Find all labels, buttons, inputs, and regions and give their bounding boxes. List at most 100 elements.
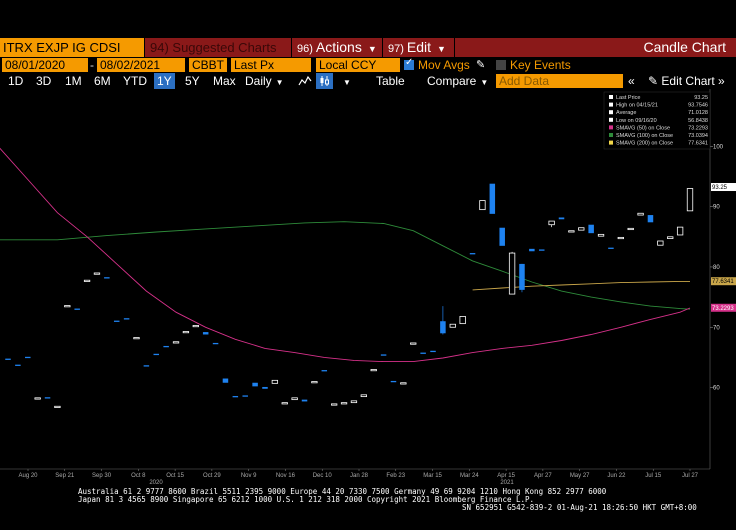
legend-value: 73.0394 bbox=[688, 133, 708, 139]
candle-body-up bbox=[410, 342, 417, 345]
candle-body-down bbox=[489, 183, 496, 214]
edit-chart-button[interactable]: ✎ Edit Chart bbox=[648, 73, 715, 89]
date-separator: - bbox=[90, 58, 94, 72]
expand-icon[interactable]: » bbox=[718, 74, 725, 88]
candle-body-up bbox=[133, 337, 140, 340]
chart-area[interactable]: 60 70 80 90 100 Aug 20 Sep 21 Sep 30 Oct 8 Oct 1… bbox=[0, 89, 736, 530]
smavg-50-tag: 73.2293 bbox=[712, 306, 734, 312]
menu-caret-icon[interactable]: ▼ bbox=[343, 78, 351, 87]
candle-body-down bbox=[301, 399, 308, 402]
edit-number: 97) bbox=[388, 43, 404, 55]
smavg-200-line bbox=[472, 280, 690, 291]
x-tick-label: Feb 23 bbox=[386, 473, 405, 479]
legend: Last Price 93.25 High on 04/15/21 93.7546 Av… bbox=[603, 91, 711, 150]
price-tags: 93.25 77.6341 73.2293 bbox=[711, 183, 736, 312]
candle-body-up bbox=[568, 230, 575, 233]
title-bar: ITRX EXJP IG CDSI 94) Suggested Charts 9… bbox=[0, 38, 736, 57]
range-1d[interactable]: 1D bbox=[8, 74, 24, 88]
suggested-charts-button[interactable]: 94) Suggested Charts bbox=[145, 38, 291, 57]
footer-contacts-line2: Japan 81 3 4565 8900 Singapore 65 6212 1… bbox=[78, 495, 535, 504]
x-tick-label: Nov 16 bbox=[276, 473, 296, 479]
candle-body-up bbox=[370, 369, 377, 372]
legend-swatch bbox=[609, 110, 613, 115]
candle-body-up bbox=[34, 397, 41, 400]
candle-body-up bbox=[400, 382, 407, 385]
smavg-50-line bbox=[0, 147, 691, 363]
candle-body-up bbox=[83, 279, 91, 282]
candle-body-up bbox=[578, 227, 585, 231]
range-3d[interactable]: 3D bbox=[36, 74, 52, 88]
compare-button[interactable]: Compare ▼ bbox=[427, 73, 488, 89]
periodicity-label: Daily bbox=[245, 74, 272, 88]
candle-body-down bbox=[380, 354, 387, 356]
legend-box bbox=[603, 91, 711, 150]
x-tick-label: Oct 29 bbox=[203, 473, 221, 479]
candle-body-down bbox=[558, 217, 565, 220]
candle-body-down bbox=[538, 249, 545, 251]
smavg-200-tag-bg bbox=[711, 277, 736, 286]
table-button[interactable]: Table bbox=[376, 74, 405, 88]
x-tick-label: Jul 15 bbox=[645, 473, 662, 479]
range-1y[interactable]: 1Y bbox=[154, 73, 175, 89]
candle-body-down bbox=[588, 224, 594, 234]
range-bar: 1D 3D 1M 6M YTD 1Y 5Y Max Daily ▼ ▼ Table… bbox=[0, 73, 736, 89]
candle-body-down bbox=[262, 386, 268, 389]
source-field[interactable]: CBBT bbox=[189, 58, 227, 72]
actions-label: Actions bbox=[315, 39, 362, 55]
candle-body-up bbox=[597, 233, 605, 237]
x-tick-label: Oct 8 bbox=[131, 473, 146, 479]
periodicity-selector[interactable]: Daily ▼ bbox=[245, 73, 284, 89]
candle-chart-icon[interactable] bbox=[316, 73, 333, 89]
last-price-tag: 93.25 bbox=[712, 185, 728, 191]
candle-body-up bbox=[311, 381, 318, 384]
candle-body-down bbox=[222, 378, 229, 383]
range-6m[interactable]: 6M bbox=[94, 74, 111, 88]
y-tick-label: 60 bbox=[713, 386, 720, 392]
currency-selector[interactable]: Local CCY bbox=[316, 58, 400, 72]
candle-body-down bbox=[74, 308, 80, 310]
candle-body-up bbox=[667, 236, 674, 239]
ticker-field[interactable]: ITRX EXJP IG CDSI bbox=[0, 38, 144, 57]
candle-body-down bbox=[420, 352, 426, 354]
candle-body-down bbox=[123, 318, 130, 320]
candle-body-up bbox=[627, 227, 634, 231]
legend-label: High on 04/15/21 bbox=[616, 103, 658, 109]
edit-menu[interactable]: 97) Edit ▼ bbox=[383, 38, 454, 57]
start-date-field[interactable]: 08/01/2020 bbox=[2, 58, 88, 72]
candle-body-up bbox=[291, 397, 298, 401]
x-tick-label: Jul 27 bbox=[682, 473, 699, 479]
candle-body-up bbox=[271, 379, 279, 384]
x-tick-label: May 27 bbox=[570, 473, 590, 479]
range-1m[interactable]: 1M bbox=[65, 74, 82, 88]
end-date-field[interactable]: 08/02/2021 bbox=[97, 58, 185, 72]
chevron-down-icon: ▼ bbox=[367, 44, 377, 54]
candle-body-down bbox=[25, 356, 31, 359]
candle-body-down bbox=[252, 382, 258, 387]
compare-label: Compare bbox=[427, 74, 477, 88]
footer-session-line: SN 652951 G542-839-2 01-Aug-21 18:26:50 … bbox=[462, 503, 697, 512]
range-max[interactable]: Max bbox=[213, 74, 236, 88]
range-5y[interactable]: 5Y bbox=[185, 74, 200, 88]
x-tick-label: Sep 21 bbox=[55, 473, 75, 479]
actions-menu[interactable]: 96) Actions ▼ bbox=[292, 38, 382, 57]
line-chart-icon[interactable] bbox=[298, 73, 312, 89]
x-tick-label: Jun 22 bbox=[607, 473, 626, 479]
pencil-icon[interactable]: ✎ bbox=[476, 59, 486, 71]
field-selector[interactable]: Last Px bbox=[231, 58, 311, 72]
legend-label: Last Price bbox=[616, 95, 640, 101]
chart-type-title: Candle Chart bbox=[455, 38, 736, 57]
key-events-checkbox[interactable] bbox=[496, 60, 506, 70]
collapse-icon[interactable]: « bbox=[628, 74, 635, 88]
x-tick-label: Apr 27 bbox=[534, 473, 552, 479]
candle-body-up bbox=[676, 226, 684, 236]
legend-value: 93.25 bbox=[694, 95, 708, 101]
chevron-down-icon: ▼ bbox=[275, 78, 284, 87]
y-tick-label: 70 bbox=[713, 325, 720, 331]
candle-body-up bbox=[449, 323, 456, 328]
candle-chart: 60 70 80 90 100 Aug 20 Sep 21 Sep 30 Oct 8 Oct 1… bbox=[0, 89, 736, 486]
mov-avgs-checkbox[interactable] bbox=[404, 57, 414, 70]
range-ytd[interactable]: YTD bbox=[123, 74, 147, 88]
candle-body-down bbox=[212, 342, 219, 345]
pencil-icon: ✎ bbox=[648, 74, 662, 88]
add-data-input[interactable]: Add Data bbox=[496, 74, 623, 88]
